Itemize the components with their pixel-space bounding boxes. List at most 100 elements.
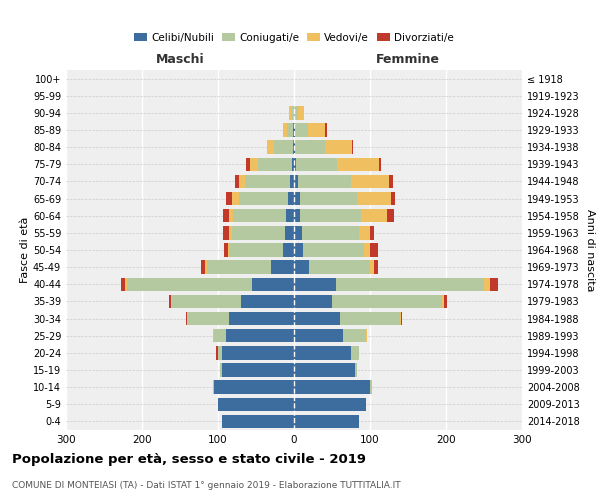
Bar xyxy=(336,278,484,291)
Bar xyxy=(246,158,250,171)
Bar xyxy=(172,294,241,308)
Bar xyxy=(294,124,295,136)
Bar xyxy=(239,174,245,188)
Bar xyxy=(332,294,442,308)
Bar xyxy=(401,312,402,326)
Bar xyxy=(217,346,218,360)
Bar xyxy=(224,244,228,256)
Bar xyxy=(186,312,187,326)
Bar xyxy=(298,106,304,120)
Text: Femmine: Femmine xyxy=(376,54,440,66)
Bar xyxy=(294,414,359,428)
Bar xyxy=(355,364,357,376)
Bar xyxy=(288,192,294,205)
Bar xyxy=(121,278,125,291)
Bar xyxy=(294,158,296,171)
Bar xyxy=(490,278,497,291)
Bar xyxy=(294,380,370,394)
Text: COMUNE DI MONTEIASI (TA) - Dati ISTAT 1° gennaio 2019 - Elaborazione TUTTITALIA.: COMUNE DI MONTEIASI (TA) - Dati ISTAT 1°… xyxy=(12,481,401,490)
Bar xyxy=(222,346,294,360)
Bar xyxy=(205,260,206,274)
Bar xyxy=(226,329,294,342)
Bar xyxy=(294,226,302,239)
Bar xyxy=(303,244,364,256)
Bar xyxy=(309,260,370,274)
Bar xyxy=(241,294,294,308)
Bar xyxy=(300,209,361,222)
Bar xyxy=(223,226,229,239)
Y-axis label: Anni di nascita: Anni di nascita xyxy=(585,209,595,291)
Text: Maschi: Maschi xyxy=(155,54,205,66)
Bar xyxy=(214,380,294,394)
Bar xyxy=(229,209,233,222)
Bar xyxy=(294,260,309,274)
Bar xyxy=(228,244,229,256)
Bar xyxy=(294,140,295,154)
Bar xyxy=(239,192,288,205)
Bar xyxy=(366,329,367,342)
Bar xyxy=(289,106,292,120)
Bar xyxy=(218,346,222,360)
Bar xyxy=(125,278,127,291)
Bar xyxy=(214,329,226,342)
Bar xyxy=(370,226,374,239)
Bar xyxy=(252,278,294,291)
Bar xyxy=(294,398,366,411)
Bar xyxy=(229,226,232,239)
Bar xyxy=(271,260,294,274)
Bar xyxy=(232,226,285,239)
Bar xyxy=(266,140,274,154)
Bar xyxy=(300,192,357,205)
Bar xyxy=(484,278,490,291)
Bar xyxy=(293,124,294,136)
Bar xyxy=(391,192,395,205)
Bar xyxy=(292,106,294,120)
Bar xyxy=(290,174,294,188)
Bar xyxy=(359,226,370,239)
Bar xyxy=(127,278,252,291)
Bar xyxy=(298,174,351,188)
Bar xyxy=(442,294,445,308)
Bar xyxy=(293,140,294,154)
Bar xyxy=(220,364,222,376)
Bar xyxy=(379,158,380,171)
Bar xyxy=(283,244,294,256)
Bar xyxy=(294,294,332,308)
Y-axis label: Fasce di età: Fasce di età xyxy=(20,217,30,283)
Bar xyxy=(171,294,172,308)
Bar xyxy=(294,244,303,256)
Bar xyxy=(226,192,232,205)
Bar xyxy=(308,124,325,136)
Bar xyxy=(370,244,377,256)
Bar xyxy=(351,346,359,360)
Bar xyxy=(445,294,447,308)
Bar xyxy=(295,140,325,154)
Bar xyxy=(229,312,294,326)
Bar xyxy=(223,209,229,222)
Bar xyxy=(343,329,366,342)
Bar xyxy=(294,312,340,326)
Bar xyxy=(222,414,294,428)
Legend: Celibi/Nubili, Coniugati/e, Vedovi/e, Divorziati/e: Celibi/Nubili, Coniugati/e, Vedovi/e, Di… xyxy=(130,28,458,46)
Bar xyxy=(218,398,294,411)
Bar xyxy=(235,174,239,188)
Bar xyxy=(274,140,293,154)
Bar xyxy=(201,260,205,274)
Bar xyxy=(233,209,286,222)
Bar xyxy=(357,192,391,205)
Bar xyxy=(325,124,326,136)
Bar xyxy=(294,329,343,342)
Bar xyxy=(374,260,377,274)
Bar xyxy=(302,226,359,239)
Bar xyxy=(364,244,370,256)
Bar xyxy=(287,124,293,136)
Bar xyxy=(370,380,371,394)
Bar xyxy=(187,312,188,326)
Bar xyxy=(400,312,401,326)
Bar xyxy=(294,174,298,188)
Bar xyxy=(245,174,290,188)
Bar xyxy=(340,312,400,326)
Bar xyxy=(229,244,283,256)
Bar xyxy=(294,106,298,120)
Bar xyxy=(294,364,355,376)
